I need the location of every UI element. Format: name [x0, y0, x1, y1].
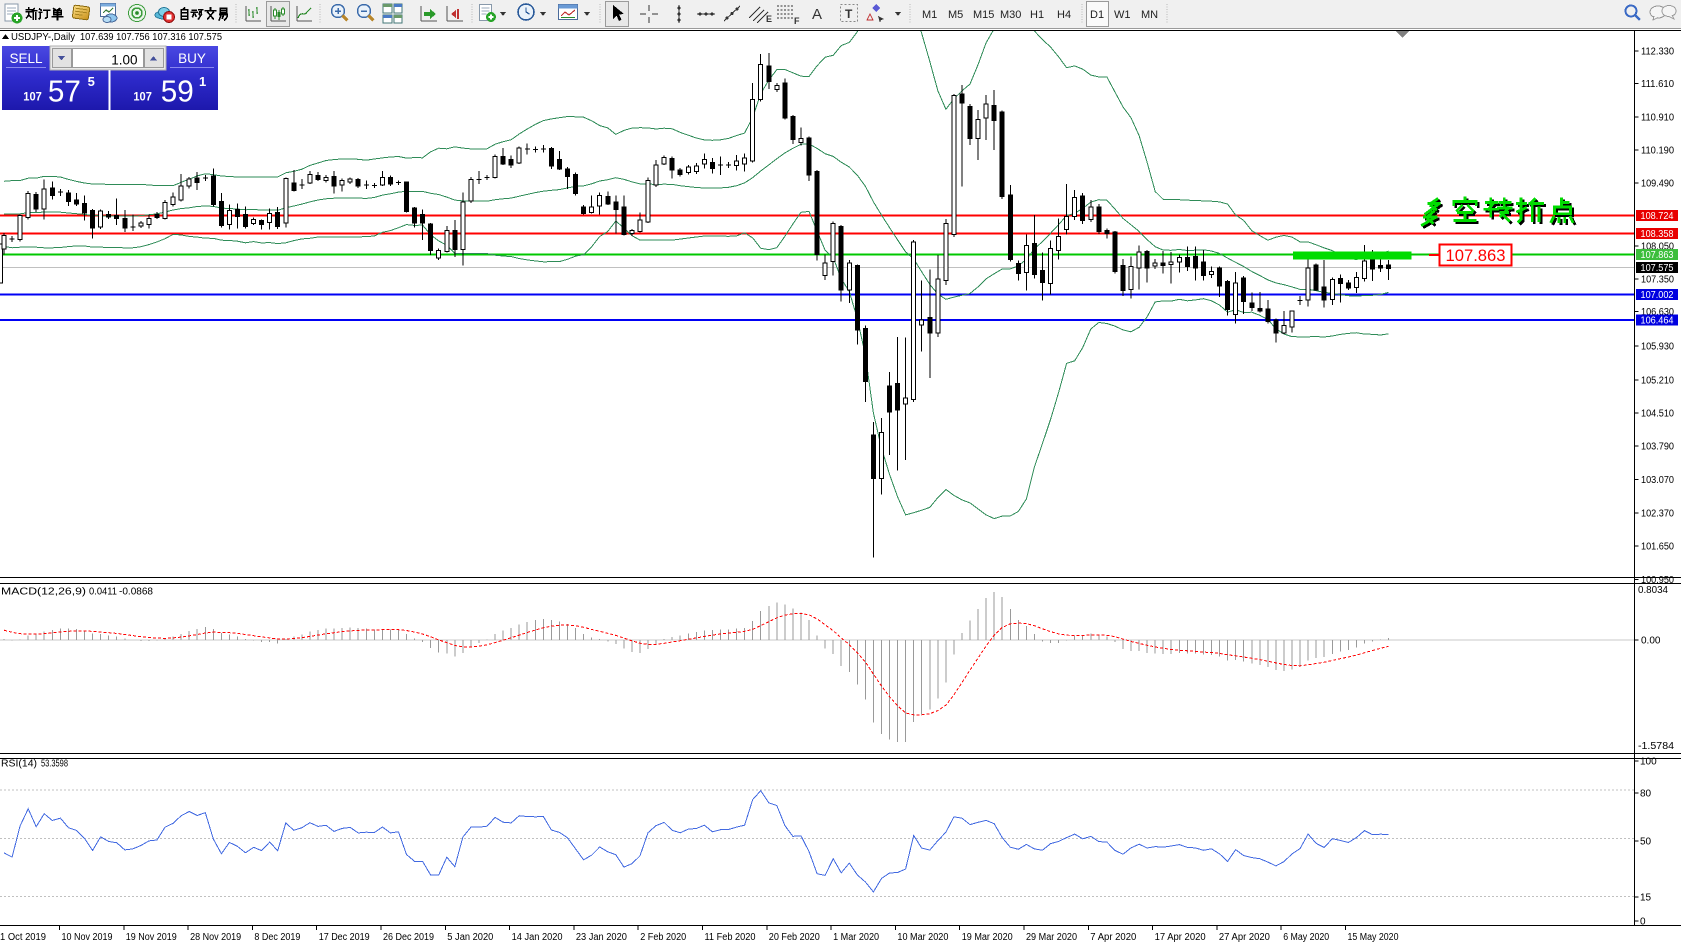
svg-text:M15: M15	[973, 9, 994, 21]
svg-text:2 Feb 2020: 2 Feb 2020	[640, 932, 686, 943]
svg-text:D1: D1	[1090, 9, 1104, 21]
svg-text:-1.5784: -1.5784	[1638, 741, 1674, 752]
svg-text:106.630: 106.630	[1641, 307, 1674, 318]
svg-text:1: 1	[199, 74, 206, 89]
svg-text:F: F	[794, 16, 800, 26]
svg-text:A: A	[812, 6, 822, 23]
svg-text:15: 15	[1640, 892, 1652, 903]
svg-text:7 Apr 2020: 7 Apr 2020	[1090, 932, 1136, 943]
svg-text:107: 107	[23, 92, 42, 104]
svg-text:0: 0	[1640, 916, 1646, 927]
svg-text:109.490: 109.490	[1641, 179, 1674, 190]
svg-text:100: 100	[1640, 756, 1657, 767]
svg-text:103.070: 103.070	[1641, 475, 1674, 486]
svg-text:102.370: 102.370	[1641, 508, 1674, 519]
svg-text:MN: MN	[1141, 9, 1158, 21]
svg-text:50: 50	[1640, 836, 1652, 847]
svg-text:108.358: 108.358	[1641, 229, 1674, 240]
svg-text:M5: M5	[948, 9, 963, 21]
svg-text:6 May 2020: 6 May 2020	[1283, 932, 1329, 943]
svg-text:107.575: 107.575	[1641, 263, 1674, 274]
svg-text:112.330: 112.330	[1641, 46, 1674, 57]
svg-text:110.910: 110.910	[1641, 112, 1674, 123]
svg-text:104.510: 104.510	[1641, 409, 1674, 420]
svg-text:29 Mar 2020: 29 Mar 2020	[1026, 932, 1077, 943]
svg-text:8 Dec 2019: 8 Dec 2019	[254, 932, 300, 943]
svg-text:53.3598: 53.3598	[41, 759, 68, 770]
svg-text:107.863: 107.863	[1446, 246, 1506, 265]
svg-text:26 Dec 2019: 26 Dec 2019	[383, 932, 434, 943]
svg-text:17 Apr 2020: 17 Apr 2020	[1155, 932, 1206, 943]
svg-text:108.050: 108.050	[1641, 241, 1674, 252]
svg-text:RSI(14): RSI(14)	[1, 759, 37, 770]
svg-text:103.790: 103.790	[1641, 442, 1674, 453]
svg-text:E: E	[766, 14, 772, 24]
svg-text:101.650: 101.650	[1641, 542, 1674, 553]
svg-text:108.724: 108.724	[1641, 211, 1674, 222]
svg-text:0.8034: 0.8034	[1638, 585, 1668, 596]
svg-text:107.863: 107.863	[1641, 250, 1674, 261]
svg-text:11 Feb 2020: 11 Feb 2020	[705, 932, 756, 943]
svg-text:1 Oct 2019: 1 Oct 2019	[0, 932, 46, 943]
svg-text:USDJPY-,Daily: USDJPY-,Daily	[11, 32, 75, 43]
svg-text:111.610: 111.610	[1641, 79, 1674, 90]
svg-text:10 Nov 2019: 10 Nov 2019	[62, 932, 113, 943]
svg-text:-0.0868: -0.0868	[119, 587, 153, 598]
svg-text:107.639 107.756 107.316 107.57: 107.639 107.756 107.316 107.575	[80, 32, 222, 43]
svg-text:BUY: BUY	[178, 51, 206, 66]
svg-text:110.190: 110.190	[1641, 146, 1674, 157]
svg-text:15 May 2020: 15 May 2020	[1348, 932, 1399, 943]
svg-text:17 Dec 2019: 17 Dec 2019	[319, 932, 370, 943]
svg-text:5 Jan 2020: 5 Jan 2020	[447, 932, 493, 943]
svg-text:105.930: 105.930	[1641, 342, 1674, 353]
svg-text:M1: M1	[922, 9, 937, 21]
svg-text:23 Jan 2020: 23 Jan 2020	[576, 932, 627, 943]
svg-text:19 Mar 2020: 19 Mar 2020	[962, 932, 1013, 943]
svg-text:19 Nov 2019: 19 Nov 2019	[126, 932, 177, 943]
svg-text:80: 80	[1640, 788, 1652, 799]
svg-text:H1: H1	[1030, 9, 1044, 21]
svg-text:M30: M30	[1000, 9, 1021, 21]
svg-text:107.002: 107.002	[1641, 290, 1674, 301]
svg-text:5: 5	[88, 74, 95, 89]
svg-text:107: 107	[133, 92, 152, 104]
svg-text:1.00: 1.00	[111, 53, 137, 68]
svg-text:1 Mar 2020: 1 Mar 2020	[833, 932, 879, 943]
svg-text:105.210: 105.210	[1641, 375, 1674, 386]
svg-text:T: T	[845, 7, 853, 21]
svg-text:10 Mar 2020: 10 Mar 2020	[897, 932, 948, 943]
svg-text:0.0411: 0.0411	[89, 587, 117, 598]
svg-text:20 Feb 2020: 20 Feb 2020	[769, 932, 820, 943]
svg-text:100.950: 100.950	[1641, 575, 1674, 586]
svg-text:59: 59	[161, 74, 194, 109]
svg-text:57: 57	[48, 74, 81, 109]
svg-text:MACD(12,26,9): MACD(12,26,9)	[1, 587, 86, 598]
svg-text:SELL: SELL	[9, 51, 43, 66]
svg-text:W1: W1	[1114, 9, 1131, 21]
svg-text:14 Jan 2020: 14 Jan 2020	[512, 932, 563, 943]
svg-text:0.00: 0.00	[1641, 636, 1661, 647]
svg-text:106.464: 106.464	[1641, 315, 1674, 326]
svg-text:107.350: 107.350	[1641, 275, 1674, 286]
svg-text:H4: H4	[1057, 9, 1071, 21]
svg-text:27 Apr 2020: 27 Apr 2020	[1219, 932, 1270, 943]
svg-text:28 Nov 2019: 28 Nov 2019	[190, 932, 241, 943]
